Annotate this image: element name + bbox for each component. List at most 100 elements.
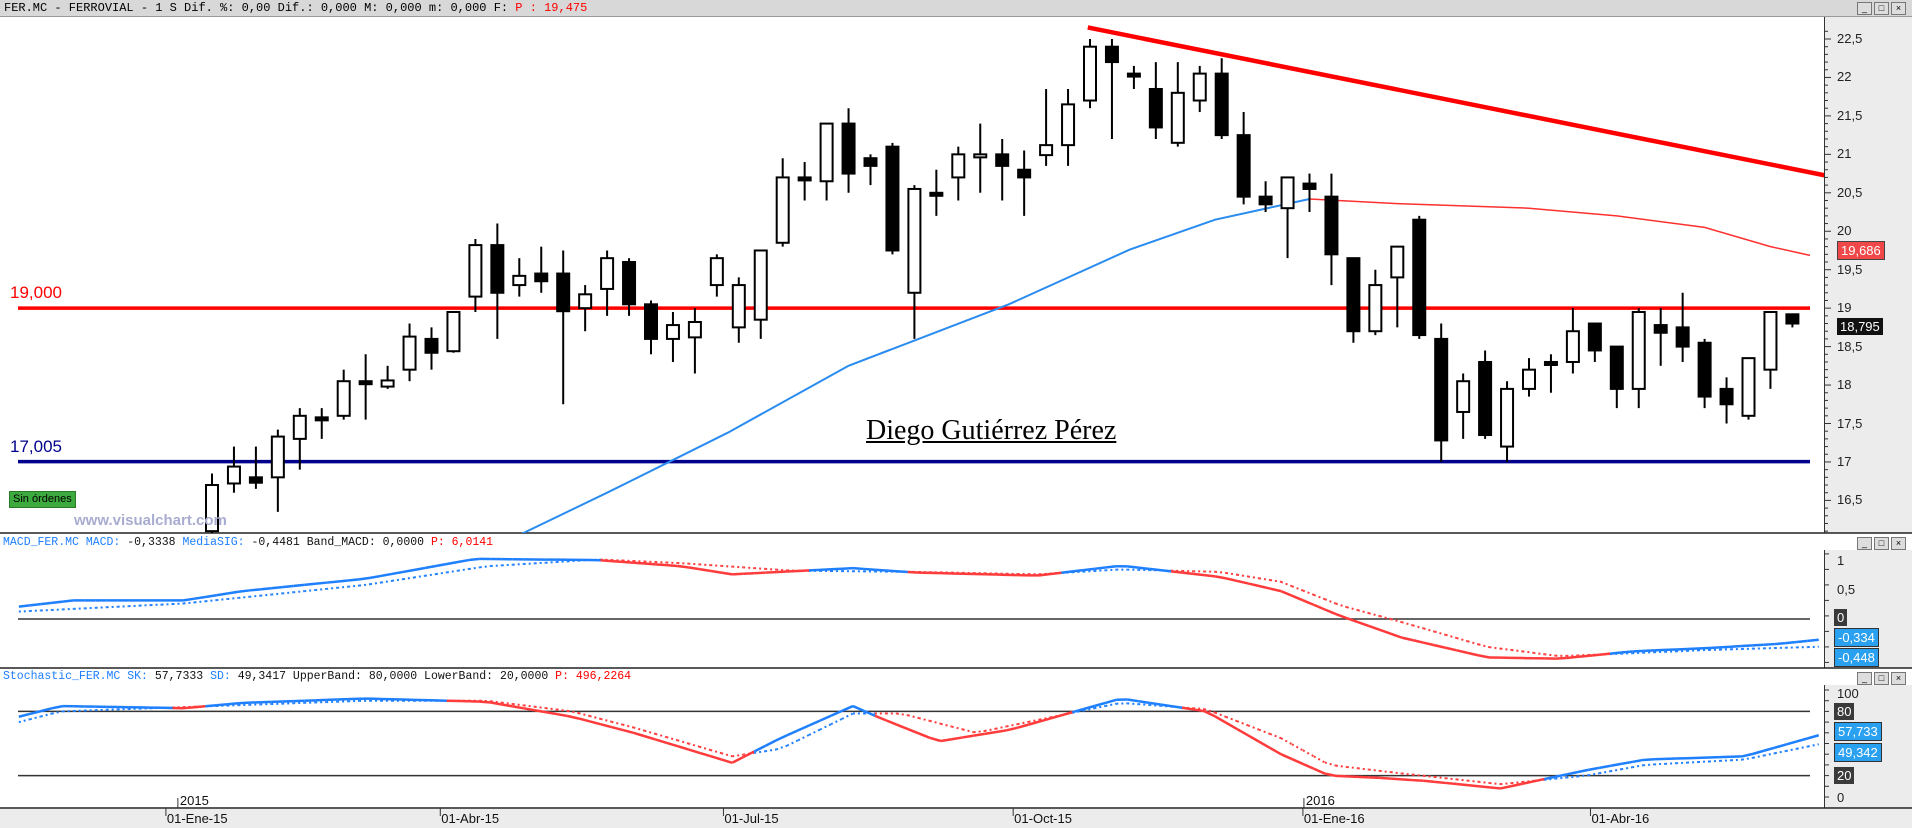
macd-signal-segment — [1094, 569, 1106, 572]
candle — [1785, 313, 1800, 328]
candle-body-down — [248, 476, 263, 484]
stoch-signal-segment — [1489, 781, 1501, 786]
macd-line-segment — [18, 604, 30, 608]
candle — [1039, 88, 1054, 166]
macd-signal-segment — [249, 594, 261, 598]
macd-line-segment — [765, 570, 777, 574]
stoch-line-segment — [1489, 786, 1501, 790]
signal-label: MediaSIG: — [182, 536, 245, 549]
candle-body-up — [1565, 330, 1580, 363]
stoch-signal-segment — [1785, 747, 1797, 752]
stoch-line-segment — [1039, 717, 1051, 723]
candle-body-down — [1258, 195, 1273, 206]
macd-p: P: 6,0141 — [430, 536, 494, 549]
date-label: 01-Jul-15 — [724, 811, 779, 826]
stoch-signal-segment — [754, 750, 766, 754]
stoch-line-segment — [1434, 780, 1446, 785]
stoch-signal-segment — [962, 728, 974, 734]
macd-signal-segment — [18, 610, 30, 613]
candle-body-down — [314, 416, 329, 422]
candle-body-down — [1214, 72, 1229, 137]
maximize-button[interactable]: □ — [1874, 672, 1889, 685]
year-label: 2015 — [179, 793, 209, 808]
stoch-line-segment — [830, 709, 843, 717]
stoch-signal-segment — [29, 715, 42, 721]
maximize-button[interactable]: □ — [1874, 2, 1889, 15]
stoch-line-segment — [973, 732, 985, 737]
candle — [1017, 150, 1032, 216]
macd-signal-segment — [699, 563, 711, 567]
stoch-signal-segment — [1050, 714, 1062, 719]
date-label: 01-Oct-15 — [1014, 811, 1072, 826]
stoch-signal-segment — [545, 707, 557, 711]
stoch-line-segment — [51, 704, 63, 710]
date-axis[interactable] — [0, 809, 1912, 828]
price-axis[interactable] — [1824, 17, 1912, 533]
candle — [1170, 62, 1185, 147]
candle — [336, 369, 351, 420]
price-tick: 19,5 — [1837, 261, 1863, 277]
macd-signal-segment — [1434, 630, 1446, 636]
stoch-signal-segment — [622, 723, 634, 729]
stoch-signal-segment — [1258, 728, 1271, 735]
candle-body-down — [1434, 337, 1449, 442]
candle — [1412, 215, 1427, 339]
stoch-signal-segment — [984, 727, 996, 732]
maximize-button[interactable]: □ — [1874, 537, 1889, 550]
macd-line-segment — [413, 566, 426, 572]
stoch-line-segment — [841, 704, 854, 713]
macd-signal-segment — [1500, 647, 1512, 651]
last-price: P : 19,475 — [515, 1, 588, 15]
close-button[interactable]: × — [1891, 537, 1906, 550]
macd-value-tag: -0,334 — [1834, 628, 1879, 647]
candle — [1653, 308, 1668, 366]
macd-line-segment — [863, 567, 875, 571]
macd-signal-segment — [1061, 571, 1073, 574]
stoch-line-segment — [1313, 767, 1326, 775]
macd-signal-segment — [501, 563, 513, 567]
candle-body-up — [380, 379, 395, 388]
candle-body-up — [468, 244, 483, 298]
stoch-line-segment — [567, 714, 579, 720]
candle — [468, 238, 483, 312]
stoch-signal-segment — [1643, 763, 1655, 767]
macd-signal-segment — [1302, 589, 1315, 596]
stoch-signal-segment — [1138, 703, 1150, 706]
minimize-button[interactable]: _ — [1857, 672, 1872, 685]
macd-line-segment — [841, 566, 854, 570]
macd-signal-segment — [424, 573, 437, 577]
candle-body-down — [1478, 360, 1493, 437]
stoch-line-segment — [1511, 782, 1523, 788]
candle — [1126, 65, 1141, 89]
macd-line-segment — [819, 568, 832, 572]
stoch-line-segment — [1379, 776, 1391, 780]
macd-line-segment — [1632, 649, 1644, 653]
stoch-line-segment — [1138, 699, 1150, 705]
macd-line-segment — [1730, 644, 1742, 648]
ma-value-tag: 19,686 — [1837, 241, 1885, 260]
minimize-button[interactable]: _ — [1857, 2, 1872, 15]
stoch-line-segment — [1620, 760, 1633, 766]
macd-line-segment — [1258, 584, 1271, 590]
candle-body-down — [1719, 387, 1734, 406]
macd-line-segment — [1423, 641, 1435, 647]
close-button[interactable]: × — [1891, 2, 1906, 15]
stoch-signal-segment — [1193, 707, 1205, 711]
stoch-line-segment — [731, 756, 744, 764]
macd-signal-segment — [435, 571, 448, 576]
macd-signal-segment — [1247, 575, 1260, 580]
minimize-button[interactable]: _ — [1857, 537, 1872, 550]
stoch-line-segment — [238, 701, 250, 705]
close-button[interactable]: × — [1891, 672, 1906, 685]
macd-signal-segment — [721, 564, 733, 568]
stoch-signal-segment — [1708, 759, 1721, 763]
orders-badge[interactable]: Sin órdenes — [9, 491, 76, 508]
stoch-line-segment — [929, 736, 942, 743]
stoch-signal-segment — [611, 720, 623, 726]
macd-line-segment — [1752, 643, 1764, 647]
stoch-line-segment — [753, 744, 766, 753]
stoch-signal-segment — [556, 708, 568, 712]
candle-body-up — [1631, 310, 1646, 390]
macd-signal-segment — [743, 566, 755, 570]
